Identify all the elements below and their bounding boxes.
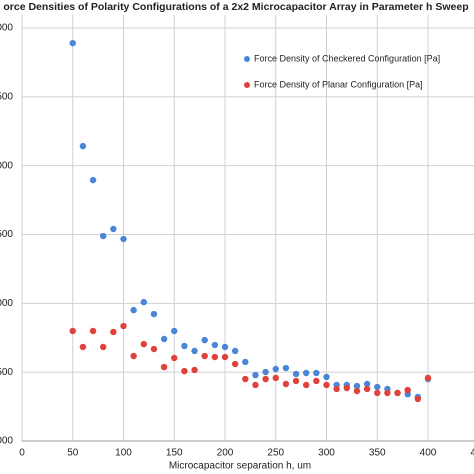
point xyxy=(100,343,107,351)
point xyxy=(181,342,188,350)
y-tick-label: 000 xyxy=(0,160,13,171)
point xyxy=(424,374,432,382)
point xyxy=(201,352,208,360)
point xyxy=(120,322,127,330)
point xyxy=(353,382,361,390)
point xyxy=(171,354,178,362)
y-tick-label: 500 xyxy=(0,229,13,240)
legend-marker xyxy=(244,56,250,62)
point xyxy=(69,327,76,335)
point xyxy=(120,235,127,243)
point xyxy=(231,360,239,368)
point xyxy=(201,336,208,344)
point xyxy=(303,381,310,389)
point xyxy=(333,385,340,393)
x-tick-label: 350 xyxy=(369,448,386,459)
y-tick-label: 000 xyxy=(0,23,13,34)
y-tick-label: 000 xyxy=(0,436,13,447)
y-tick-label: 500 xyxy=(0,91,13,102)
point xyxy=(130,306,137,314)
point xyxy=(374,383,381,391)
point xyxy=(404,386,411,394)
chart-title: orce Densities of Polarity Configuration… xyxy=(3,1,468,13)
point xyxy=(374,389,381,397)
point xyxy=(272,374,279,382)
point xyxy=(69,39,76,47)
x-axis-label: Microcapacitor separation h, um xyxy=(169,461,311,472)
x-tick-label: 450 xyxy=(470,448,474,459)
point xyxy=(100,232,107,240)
point xyxy=(110,328,117,336)
point xyxy=(262,368,269,376)
x-tick-label: 250 xyxy=(267,448,284,459)
point xyxy=(313,377,320,385)
point xyxy=(140,340,147,348)
point xyxy=(150,310,158,318)
point xyxy=(394,389,401,397)
point xyxy=(191,347,198,355)
point xyxy=(363,380,371,388)
point xyxy=(221,343,229,351)
point xyxy=(140,298,147,306)
point xyxy=(242,375,249,383)
point xyxy=(414,395,422,403)
point xyxy=(323,381,330,389)
legend-marker xyxy=(244,82,250,88)
x-tick-label: 150 xyxy=(166,448,183,459)
point xyxy=(89,176,97,184)
y-tick-label: 500 xyxy=(0,367,13,378)
point xyxy=(79,142,87,150)
point xyxy=(343,384,350,392)
point xyxy=(262,375,269,383)
point xyxy=(211,341,219,349)
point xyxy=(110,225,117,233)
point xyxy=(252,371,259,379)
point xyxy=(150,345,158,353)
legend-label: Force Density of Planar Configuration [P… xyxy=(254,79,423,89)
point xyxy=(313,369,320,377)
point xyxy=(181,367,188,375)
point xyxy=(292,370,300,378)
point xyxy=(292,377,300,385)
point xyxy=(221,353,229,361)
legend-label: Force Density of Checkered Configuration… xyxy=(254,53,440,63)
x-tick-label: 0 xyxy=(19,448,25,459)
point xyxy=(282,380,290,388)
point xyxy=(353,387,361,395)
x-tick-label: 200 xyxy=(217,448,234,459)
point xyxy=(171,327,178,335)
point xyxy=(79,343,87,351)
point xyxy=(211,353,219,361)
point xyxy=(160,363,168,371)
y-tick-label: 000 xyxy=(0,298,13,309)
point xyxy=(323,373,330,381)
point xyxy=(282,364,290,372)
point xyxy=(191,366,198,374)
point xyxy=(89,327,97,335)
point xyxy=(231,347,239,355)
point xyxy=(272,365,279,373)
x-tick-label: 300 xyxy=(318,448,335,459)
point xyxy=(363,385,371,393)
point xyxy=(160,335,168,343)
point xyxy=(252,381,259,389)
x-tick-label: 400 xyxy=(420,448,437,459)
point xyxy=(384,389,391,397)
point xyxy=(242,358,249,366)
x-tick-label: 50 xyxy=(67,448,79,459)
point xyxy=(130,352,137,360)
x-tick-label: 100 xyxy=(115,448,132,459)
point xyxy=(303,369,310,377)
